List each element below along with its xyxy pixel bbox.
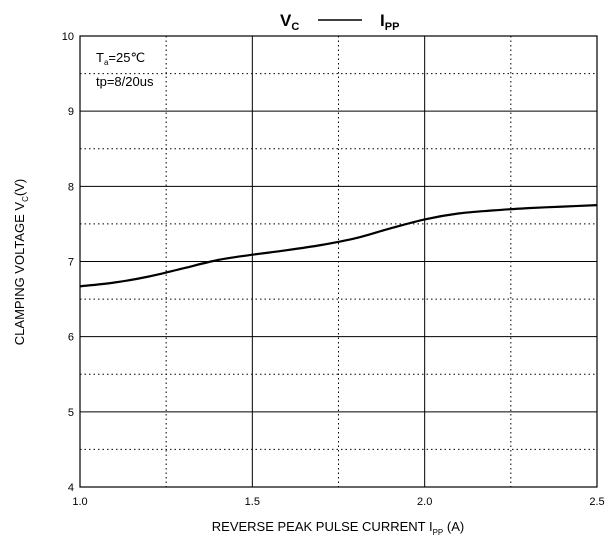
temperature-annotation: Ta=25℃ [96,50,145,67]
pulse-annotation: tp=8/20us [96,74,154,89]
y-tick-labels: 4 5 6 7 8 9 10 [62,31,74,494]
x-axis-label: REVERSE PEAK PULSE CURRENT IPP (A) [212,519,464,537]
series-line [79,204,598,288]
y-tick-label: 8 [68,181,74,193]
y-tick-label: 6 [68,332,74,344]
x-tick-label: 2.0 [417,496,432,508]
y-tick-label: 5 [68,407,74,419]
chart-title-ipp: IPP [380,11,399,33]
x-tick-label: 1.0 [72,496,87,508]
y-tick-label: 10 [62,31,74,43]
y-tick-label: 7 [68,257,74,269]
x-tick-label: 1.5 [245,496,260,508]
y-axis-label: CLAMPING VOLTAGE VC(V) [12,179,30,345]
y-tick-label: 9 [68,106,74,118]
x-tick-label: 2.5 [589,496,604,508]
chart-title-vc: VC [280,11,299,33]
plot-frame [79,35,598,488]
y-tick-label: 4 [68,482,74,494]
x-tick-labels: 1.0 1.5 2.0 2.5 [72,496,604,508]
